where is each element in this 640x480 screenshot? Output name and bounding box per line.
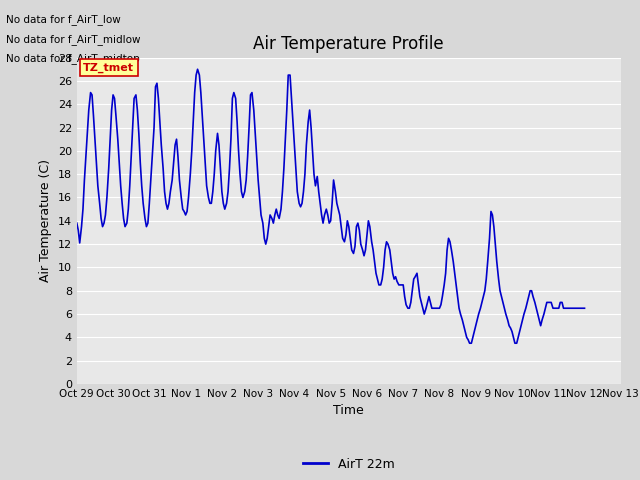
Title: Air Temperature Profile: Air Temperature Profile [253,35,444,53]
X-axis label: Time: Time [333,405,364,418]
Text: No data for f_AirT_midtop: No data for f_AirT_midtop [6,53,140,64]
Text: No data for f_AirT_midlow: No data for f_AirT_midlow [6,34,141,45]
Y-axis label: Air Temperature (C): Air Temperature (C) [39,159,52,282]
Text: TZ_tmet: TZ_tmet [83,62,134,72]
Text: No data for f_AirT_low: No data for f_AirT_low [6,14,121,25]
Legend: AirT 22m: AirT 22m [298,453,399,476]
